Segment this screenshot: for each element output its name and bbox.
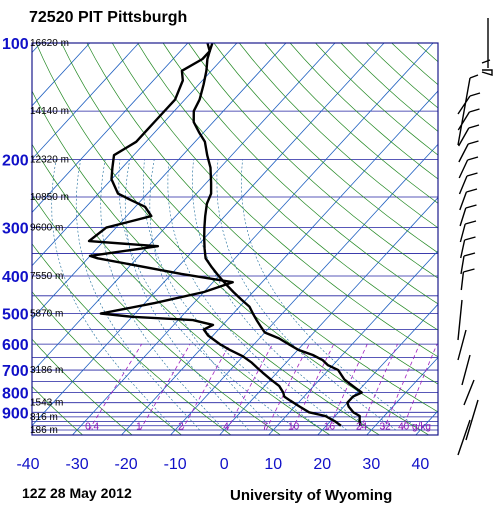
temp-tick-40: 40 [411, 456, 429, 473]
wind-barbs [457, 18, 493, 456]
temperature-profile [192, 43, 363, 426]
height-label: 816 m [30, 412, 58, 423]
dry-adiabat [137, 43, 438, 331]
dry-adiabat [264, 43, 438, 204]
wind-barb-stack [457, 18, 493, 456]
dry-adiabat [32, 243, 232, 435]
height-label: 186 m [30, 425, 58, 436]
height-label: 1543 m [30, 398, 63, 409]
dry-adiabat [443, 43, 494, 438]
mixing-ratio-label: 24 [356, 422, 368, 433]
mixing-ratio-label: 40 g/kg [398, 422, 431, 433]
moist-adiabat [118, 159, 298, 431]
isotherm-20 [317, 303, 438, 435]
isotherm--20 [120, 90, 438, 435]
dry-adiabat [416, 43, 438, 63]
height-label: 9600 m [30, 223, 63, 234]
dry-adiabat [239, 43, 438, 229]
mixing-ratio-line [226, 343, 273, 431]
dry-adiabat [213, 43, 438, 254]
mixing-ratio-label: 16 [324, 422, 336, 433]
pressure-tick-400: 400 [2, 269, 29, 286]
moist-adiabat [149, 159, 274, 431]
temp-tick--20: -20 [115, 456, 138, 473]
dry-adiabat [162, 43, 438, 305]
height-label: 5870 m [30, 309, 63, 320]
pressure-tick-900: 900 [2, 405, 29, 422]
dry-adiabat [391, 43, 438, 86]
mixing-ratio-label: 4 [223, 422, 229, 433]
mixing-ratio-label: 0.4 [85, 422, 99, 433]
moist-adiabat [100, 159, 225, 431]
isotherm--70 [32, 43, 238, 267]
moist-adiabat [216, 159, 397, 431]
mixing-ratio-line [383, 343, 420, 431]
isotherm--80 [32, 43, 189, 213]
isotherm-10 [268, 250, 438, 435]
dry-adiabat [32, 143, 331, 435]
moist-adiabat [51, 159, 176, 431]
isotherm-40 [415, 410, 438, 435]
dry-adiabat [61, 43, 438, 413]
isotherm--40 [32, 43, 385, 427]
dewpoint-profile [87, 43, 342, 427]
temp-tick-0: 0 [220, 456, 229, 473]
footer-date: 12Z 28 May 2012 [22, 485, 132, 501]
temp-tick-20: 20 [313, 456, 331, 473]
height-label: 10850 m [30, 192, 69, 203]
mixing-ratio-label: 1 [136, 422, 142, 433]
mixing-ratio-line [88, 343, 143, 431]
pressure-tick-300: 300 [2, 221, 29, 238]
temp-tick--30: -30 [65, 456, 88, 473]
dry-adiabat [32, 338, 133, 435]
dry-adiabat [32, 194, 282, 435]
footer-credit: University of Wyoming [230, 487, 392, 504]
moist-adiabat [124, 159, 249, 431]
temp-tick--40: -40 [16, 456, 39, 473]
mixing-ratio-label: 10 [288, 422, 300, 433]
moist-adiabat [75, 159, 200, 431]
mixing-ratio-label: 2 [178, 422, 184, 433]
isotherm-50 [462, 43, 494, 438]
pressure-tick-600: 600 [2, 337, 29, 354]
height-label: 16620 m [30, 38, 69, 49]
pressure-tick-800: 800 [2, 385, 29, 402]
height-label: 12320 m [30, 154, 69, 165]
isotherm--90 [32, 43, 140, 160]
chart-title: 72520 PIT Pittsburgh [29, 9, 187, 26]
isotherm--60 [32, 43, 287, 320]
dry-adiabat [32, 385, 84, 435]
dry-adiabat [340, 43, 438, 132]
dry-adiabat [32, 90, 381, 435]
moist-adiabat [143, 159, 323, 431]
isotherm--30 [71, 43, 434, 435]
height-label: 3186 m [30, 365, 63, 376]
isotherm-0 [219, 197, 438, 435]
height-label: 14140 m [30, 106, 69, 117]
temp-tick-10: 10 [264, 456, 282, 473]
pressure-tick-700: 700 [2, 363, 29, 380]
dry-adiabat [111, 43, 438, 358]
mixing-ratio-label: 7 [262, 422, 268, 433]
pressure-tick-200: 200 [2, 152, 29, 169]
dry-adiabat [315, 43, 438, 156]
mixing-ratio-line [401, 343, 438, 431]
temp-tick-30: 30 [362, 456, 380, 473]
dry-adiabat [86, 43, 438, 385]
mixing-ratio-label: 32 [380, 422, 392, 433]
isotherm--50 [32, 43, 336, 373]
temp-tick--10: -10 [164, 456, 187, 473]
moist-adiabat [241, 159, 421, 431]
isotherm--10 [169, 143, 438, 435]
plot-frame [31, 42, 439, 436]
pressure-tick-100: 100 [2, 36, 29, 53]
dry-adiabat [188, 43, 438, 279]
pressure-tick-500: 500 [2, 307, 29, 324]
isotherm-30 [366, 356, 438, 435]
height-label: 7550 m [30, 271, 63, 282]
mixing-ratio-line [139, 343, 191, 431]
mixing-ratio-line [181, 343, 231, 431]
